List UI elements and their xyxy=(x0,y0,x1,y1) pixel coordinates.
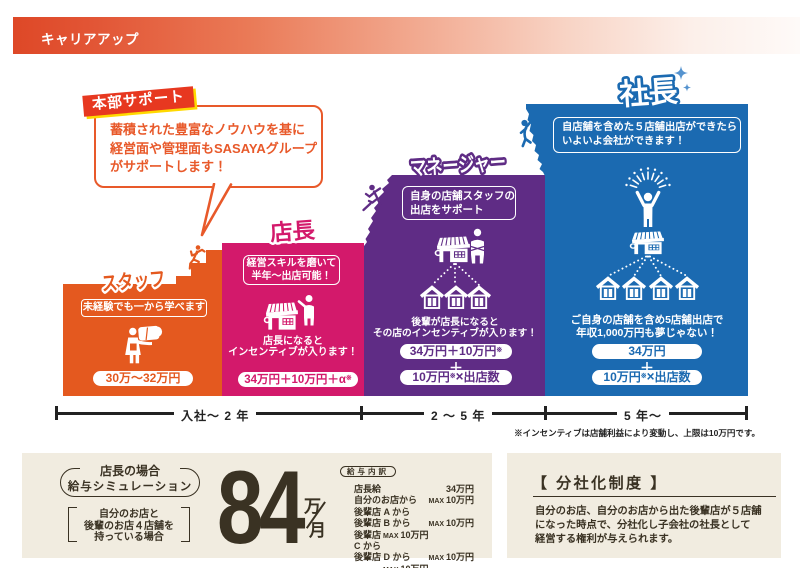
svg-text:スタッフ: スタッフ xyxy=(101,267,167,295)
svg-text:店長: 店長 xyxy=(269,217,317,245)
svg-text:社長: 社長 xyxy=(617,75,678,112)
